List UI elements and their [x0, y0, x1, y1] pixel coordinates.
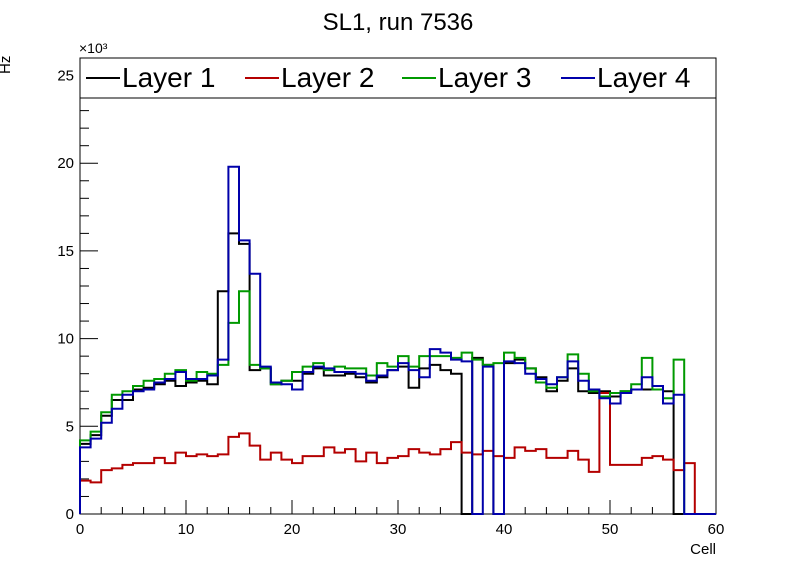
plot-frame	[79, 57, 717, 515]
series-group	[79, 165, 716, 515]
y-tick-label: 20	[57, 155, 74, 172]
y-axis-multiplier: ×10³	[79, 40, 108, 56]
series-line-layer-4	[79, 165, 716, 515]
x-tick-label: 60	[708, 521, 725, 538]
legend-label-layer-3: Layer 3	[438, 62, 531, 93]
legend-label-layer-4: Layer 4	[597, 62, 690, 93]
y-tick-label: 5	[66, 418, 74, 435]
series-line-layer-2	[79, 391, 716, 515]
x-tick-label: 50	[602, 521, 619, 538]
y-tick-label: 15	[57, 243, 74, 260]
y-tick-label: 0	[66, 506, 74, 523]
axes-group: 0 10 20 30 40 50 60 0 5 10 15 20 25	[57, 68, 724, 538]
x-tick-label: 40	[496, 521, 513, 538]
x-tick-label: 30	[390, 521, 407, 538]
legend-label-layer-2: Layer 2	[281, 62, 374, 93]
x-tick-label: 20	[284, 521, 301, 538]
chart-title: SL1, run 7536	[323, 9, 474, 36]
x-axis-label: Cell	[690, 541, 716, 558]
y-tick-label: 10	[57, 331, 74, 348]
legend: Layer 1 Layer 2 Layer 3 Layer 4	[86, 62, 690, 93]
legend-label-layer-1: Layer 1	[122, 62, 215, 93]
x-tick-label: 0	[76, 521, 84, 538]
legend-box	[79, 57, 717, 99]
y-tick-label: 25	[57, 68, 74, 85]
x-tick-label: 10	[178, 521, 195, 538]
y-axis-label: Hz	[0, 56, 14, 74]
